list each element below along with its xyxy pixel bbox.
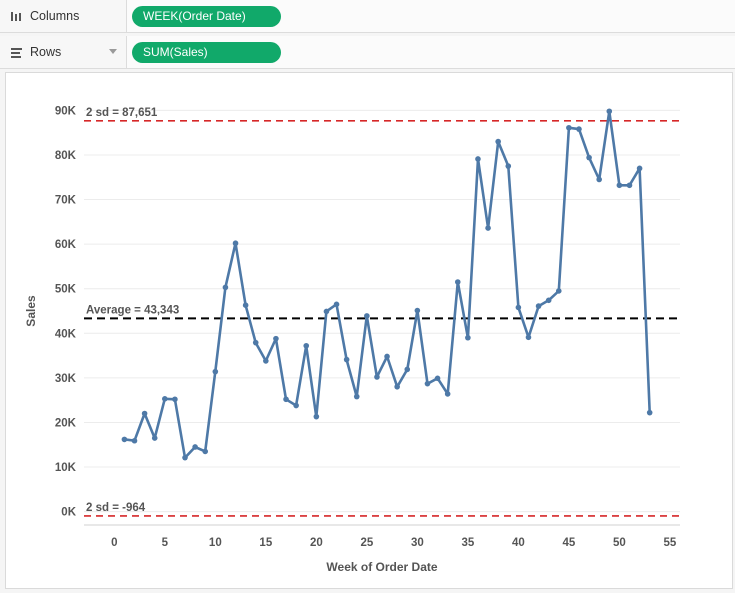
data-point [283,396,289,403]
data-point [343,356,350,363]
reference-line-label: 2 sd = 87,651 [86,107,158,119]
data-point [313,413,320,420]
x-axis-label: Week of Order Date [326,560,437,574]
data-point [162,396,168,402]
data-point [404,366,411,373]
data-point [586,154,592,161]
y-tick-label: 10K [55,462,77,474]
reference-line-label: 2 sd = -964 [86,502,146,514]
data-point [606,108,613,115]
series [121,108,653,461]
rows-shelf: Rows SUM(Sales) [0,36,735,69]
y-axis-ticks: 0K 10K 20K 30K 40K 50K 60K 70K 80K 90K [55,105,77,518]
x-tick-label: 40 [512,537,525,549]
x-tick-label: 10 [209,537,222,549]
x-tick-label: 5 [162,537,169,549]
y-tick-label: 20K [55,417,77,429]
data-point [192,444,198,450]
columns-label: Columns [30,9,80,23]
series-line [123,109,652,460]
data-point [596,176,602,183]
data-point [141,410,148,417]
data-point [263,358,269,364]
data-point [222,284,229,291]
data-point [636,165,643,172]
columns-shelf: Columns WEEK(Order Date) [0,0,735,33]
y-axis-label: Sales [24,295,38,327]
columns-shelf-label-area: Columns [0,0,127,32]
y-tick-label: 60K [55,239,77,251]
x-tick-label: 30 [411,537,424,549]
data-point [172,396,178,403]
data-point [121,436,128,443]
x-tick-label: 0 [111,537,117,549]
data-point [364,313,370,319]
x-tick-label: 50 [613,537,626,549]
data-point [444,391,451,397]
data-point [353,393,360,400]
data-point [212,368,219,375]
data-point [323,308,330,315]
x-axis-ticks: 0 5 10 15 20 25 30 35 40 45 50 55 [111,537,677,549]
data-point [475,156,481,162]
data-point [495,138,501,145]
data-point [465,334,471,341]
data-point [273,335,279,342]
data-point [202,448,209,455]
data-point [616,182,623,189]
data-point [434,375,441,382]
data-point [293,402,299,409]
rows-pill-sum-sales[interactable]: SUM(Sales) [132,42,281,63]
data-point [394,383,400,390]
y-tick-label: 50K [55,284,77,296]
rows-shelf-label-area: Rows [0,36,127,68]
data-point [646,409,653,416]
line-chart: 0K 10K 20K 30K 40K 50K 60K 70K 80K 90K 0 5 10 15 20 25… [24,105,680,574]
data-point [424,380,431,387]
data-point [535,303,542,309]
reference-line-label: Average = 43,343 [86,304,179,316]
data-point [545,297,552,304]
x-tick-label: 45 [562,537,575,549]
data-point [555,288,562,294]
y-tick-label: 70K [55,195,77,207]
data-point [151,435,158,441]
x-tick-label: 25 [360,537,373,549]
x-tick-label: 15 [259,537,272,549]
data-point [505,163,512,169]
columns-pill-week-order-date[interactable]: WEEK(Order Date) [132,6,281,27]
data-point [576,126,582,132]
reference-lines: 2 sd = 87,651 Average = 43,343 2 sd = -964 [84,107,680,517]
data-point [131,437,138,444]
data-point [384,353,390,360]
data-point [626,182,633,189]
rows-icon [9,47,23,58]
y-tick-label: 30K [55,373,77,385]
data-point [374,374,380,380]
data-point [515,304,522,311]
y-tick-label: 40K [55,328,77,340]
data-point [182,454,188,461]
y-tick-label: 0K [61,507,76,519]
data-point [252,339,259,346]
data-point [303,342,310,349]
data-point [414,307,421,314]
rows-label: Rows [30,45,62,59]
data-point [232,240,239,247]
chart-area: 0K 10K 20K 30K 40K 50K 60K 70K 80K 90K 0 5 10 15 20 25… [5,72,733,589]
data-point [566,124,572,131]
y-tick-label: 80K [55,150,77,162]
data-point [242,302,249,309]
x-tick-label: 35 [461,537,474,549]
data-point [454,279,461,285]
gridlines [84,109,680,513]
x-tick-label: 55 [663,537,676,549]
data-point [333,301,340,308]
data-point [485,225,491,231]
y-tick-label: 90K [55,105,77,117]
data-point [525,334,532,341]
chevron-down-icon[interactable] [109,49,117,54]
columns-icon [9,11,23,22]
x-tick-label: 20 [310,537,323,549]
